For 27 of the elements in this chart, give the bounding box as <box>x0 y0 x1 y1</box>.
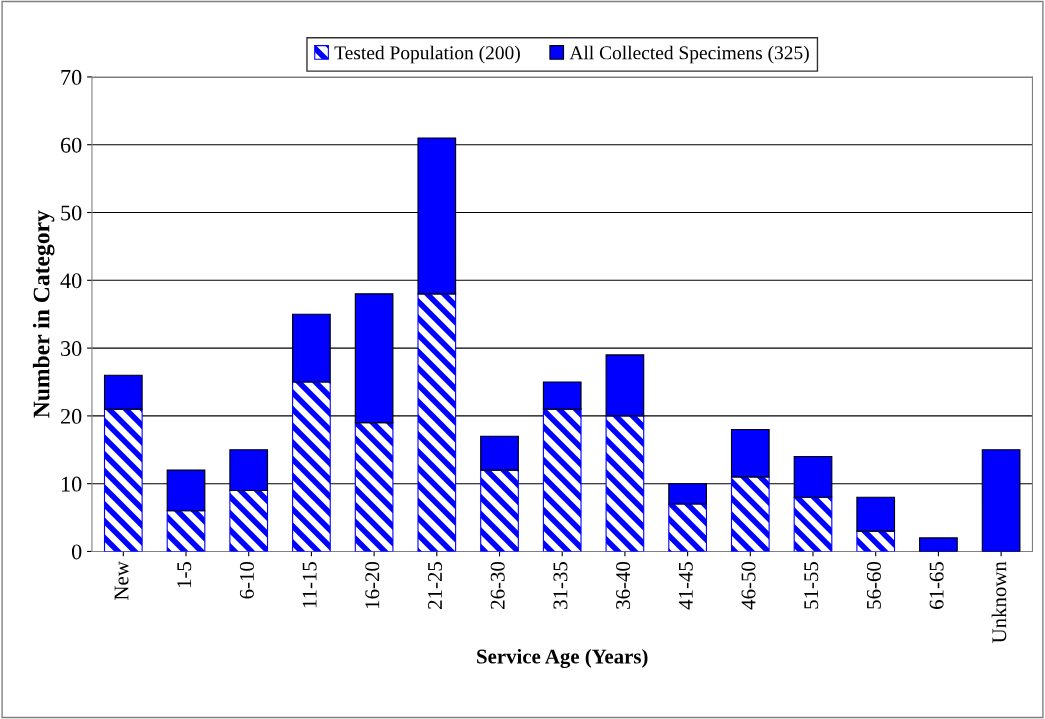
x-tick-label: New <box>114 561 129 600</box>
x-tick-label: 16-20 <box>365 561 380 608</box>
y-tick-label: 30 <box>61 341 82 357</box>
x-tick-label: 21-25 <box>428 562 443 609</box>
y-tick-label: 0 <box>71 544 82 560</box>
legend-label: All Collected Specimens (325) <box>569 45 809 64</box>
y-tick-label: 60 <box>60 137 82 153</box>
x-tick-label: 36-40 <box>616 561 631 609</box>
x-tick-label: 6-10 <box>239 561 254 599</box>
x-tick-label: 56-60 <box>866 561 881 609</box>
x-tick-label: 46-50 <box>741 561 756 610</box>
y-tick-label: 40 <box>60 273 82 289</box>
x-tick-label: 11-15 <box>302 562 317 608</box>
y-axis-title: Number in Category <box>32 210 55 418</box>
x-tick-label: 51-55 <box>804 562 819 609</box>
y-tick-label: 10 <box>61 476 82 492</box>
legend-label: Tested Population (200) <box>334 45 520 64</box>
x-tick-label: 1-5 <box>177 562 192 588</box>
x-tick-label: Unknown <box>991 561 1007 643</box>
y-tick-label: 70 <box>61 69 82 85</box>
x-tick-label: 41-45 <box>678 562 693 610</box>
y-tick-label: 50 <box>61 205 82 221</box>
x-tick-label: 61-65 <box>929 562 944 609</box>
y-tick-label: 20 <box>60 408 82 424</box>
x-tick-label: 26-30 <box>490 561 505 609</box>
x-axis-title: Service Age (Years) <box>477 648 648 668</box>
x-tick-label: 31-35 <box>553 562 568 609</box>
